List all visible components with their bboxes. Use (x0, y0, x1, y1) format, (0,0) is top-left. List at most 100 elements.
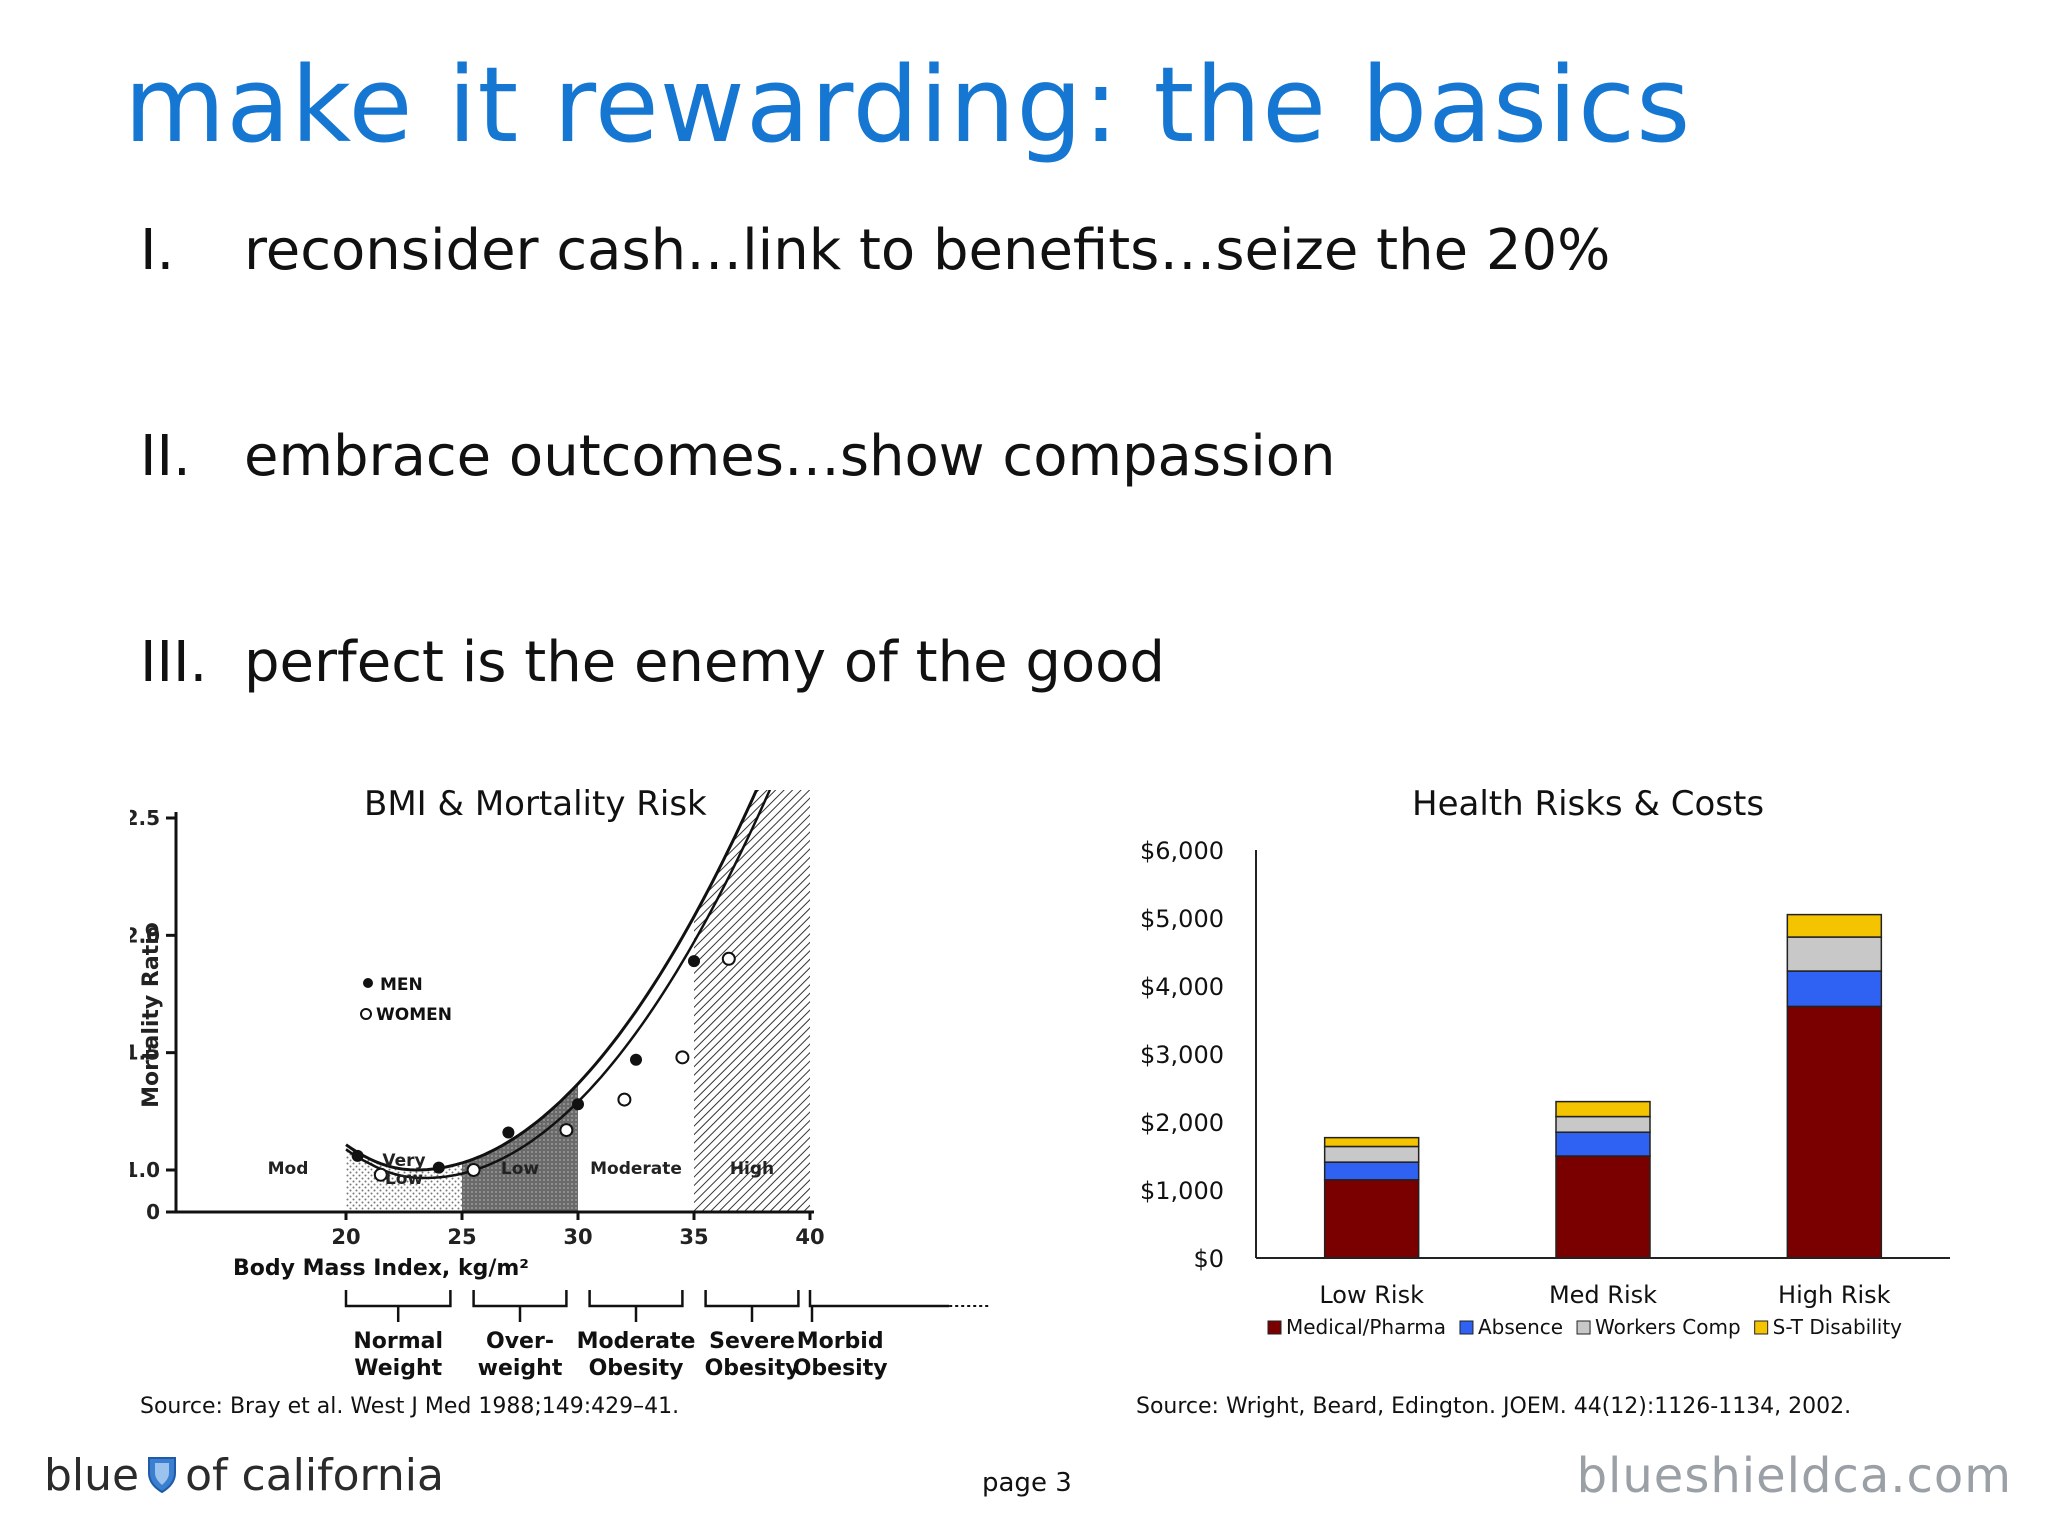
bmi-y-tick-label: 1.5 (130, 1041, 160, 1065)
bar-segment (1323, 1136, 1420, 1148)
category-label: Obesity (793, 1356, 888, 1381)
zone-label: Moderate (590, 1159, 682, 1179)
cost-y-tick-label: $5,000 (1140, 905, 1224, 933)
bullet-text: reconsider cash…link to benefits…seize t… (244, 218, 1611, 283)
men-data-point (572, 1098, 584, 1111)
bar-segment (1786, 1005, 1883, 1259)
cost-y-tick-label: $2,000 (1140, 1109, 1224, 1137)
shield-icon (147, 1453, 177, 1504)
bar-segment (1555, 1131, 1651, 1157)
cost-y-tick-label: $4,000 (1140, 973, 1224, 1001)
category-label: Normal (353, 1329, 443, 1354)
bmi-x-tick-label: 40 (795, 1225, 824, 1249)
brand-logo: blue of california (44, 1450, 444, 1504)
category-bracket (588, 1290, 684, 1308)
bmi-chart-title: BMI & Mortality Risk (364, 784, 707, 824)
bullet-number: II. (140, 424, 191, 489)
men-data-point (688, 955, 700, 968)
category-bracket (704, 1290, 800, 1308)
brand-word-blue: blue (44, 1450, 140, 1501)
bullet-number: I. (140, 218, 175, 283)
category-label: weight (478, 1356, 563, 1381)
men-data-point (502, 1126, 515, 1139)
category-label: Severe (709, 1329, 795, 1354)
bullet-text: embrace outcomes…show compassion (244, 424, 1336, 489)
women-legend-label: WOMEN (376, 1005, 452, 1025)
page-number: page 3 (982, 1468, 1072, 1498)
bar-segment (1786, 970, 1883, 1008)
women-marker (360, 1008, 372, 1020)
legend-swatch (1267, 1320, 1282, 1335)
bar-segment (1555, 1100, 1651, 1118)
bullet-3: III. perfect is the enemy of the good (140, 630, 1165, 695)
health-costs-chart: $0 $1,000 $2,000 $3,000 $4,000 $5,000 $6,000 L… (1140, 837, 1950, 1339)
women-data-point (721, 951, 736, 966)
bar-segment (1786, 913, 1883, 938)
category-label: Weight (354, 1356, 442, 1381)
cost-category-label: Med Risk (1549, 1281, 1657, 1309)
bmi-source: Source: Bray et al. West J Med 1988;149:… (140, 1394, 680, 1419)
zone-label: Low (501, 1159, 540, 1179)
category-label: Obesity (705, 1356, 800, 1381)
cost-category-label: Low Risk (1319, 1281, 1424, 1309)
bmi-x-tick-label: 20 (331, 1225, 360, 1249)
bmi-x-tick-label: 25 (447, 1225, 476, 1249)
bmi-y-tick-label: 1.0 (130, 1158, 160, 1182)
bar-segment (1555, 1155, 1651, 1259)
women-data-point (675, 1050, 690, 1065)
zone-label: Very (382, 1151, 425, 1171)
category-label: Over- (486, 1329, 554, 1354)
legend-swatch (1459, 1320, 1474, 1335)
bar-segment (1555, 1115, 1651, 1133)
bmi-xlabel: Body Mass Index, kg/m² (233, 1256, 529, 1281)
men-data-point (432, 1161, 445, 1174)
bmi-x-tick-label: 30 (563, 1225, 592, 1249)
legend-label: Absence (1478, 1315, 1563, 1339)
zone-label: High (730, 1159, 774, 1179)
bullet-1: I. reconsider cash…link to benefits…seize… (140, 218, 1610, 283)
legend-label: S-T Disability (1773, 1315, 1902, 1339)
women-data-point (466, 1163, 481, 1177)
zone-label: Mod (268, 1159, 309, 1179)
bmi-ylabel: Mortality Ratio (139, 922, 164, 1108)
bmi-y-tick-label: 2.5 (130, 806, 160, 830)
bullet-number: III. (140, 630, 208, 695)
bar-segment (1323, 1161, 1420, 1181)
men-data-point (351, 1149, 364, 1162)
women-data-point (617, 1092, 632, 1107)
legend-swatch (1754, 1320, 1769, 1335)
bullet-text: perfect is the enemy of the good (244, 630, 1165, 695)
cost-chart-title: Health Risks & Costs (1412, 784, 1765, 824)
slide-title: make it rewarding: the basics (124, 44, 1692, 166)
category-bracket (344, 1290, 452, 1308)
bmi-y-tick-label: 2.0 (130, 923, 160, 947)
bmi-y-tick-label: 0 (146, 1200, 160, 1224)
brand-word-california: of california (185, 1450, 444, 1501)
bar-segment (1786, 936, 1883, 972)
men-marker (363, 978, 373, 988)
high-zone (694, 790, 810, 1212)
cost-category-label: High Risk (1778, 1281, 1891, 1309)
category-label: Obesity (589, 1356, 684, 1381)
legend-label: Medical/Pharma (1286, 1315, 1446, 1339)
cost-source: Source: Wright, Beard, Edington. JOEM. 4… (1136, 1394, 1852, 1419)
bmi-legend: MEN WOMEN (360, 975, 452, 1025)
cost-y-tick-label: $6,000 (1140, 837, 1224, 865)
cost-y-tick-label: $0 (1193, 1245, 1224, 1273)
category-label: Morbid (797, 1329, 884, 1354)
cost-y-tick-label: $1,000 (1140, 1177, 1224, 1205)
legend-swatch (1576, 1320, 1591, 1335)
men-data-point (630, 1053, 642, 1066)
category-bracket (472, 1290, 568, 1308)
bullet-2: II. embrace outcomes…show compassion (140, 424, 1336, 489)
bar-segment (1323, 1179, 1420, 1259)
zone-label: Low (385, 1169, 424, 1189)
bar-segment (1323, 1145, 1420, 1163)
men-legend-label: MEN (380, 975, 423, 995)
men-curve (345, 790, 759, 1172)
cost-y-tick-label: $3,000 (1140, 1041, 1224, 1069)
women-data-point (373, 1167, 388, 1182)
category-bracket (808, 1290, 950, 1308)
bmi-x-tick-label: 35 (679, 1225, 708, 1249)
